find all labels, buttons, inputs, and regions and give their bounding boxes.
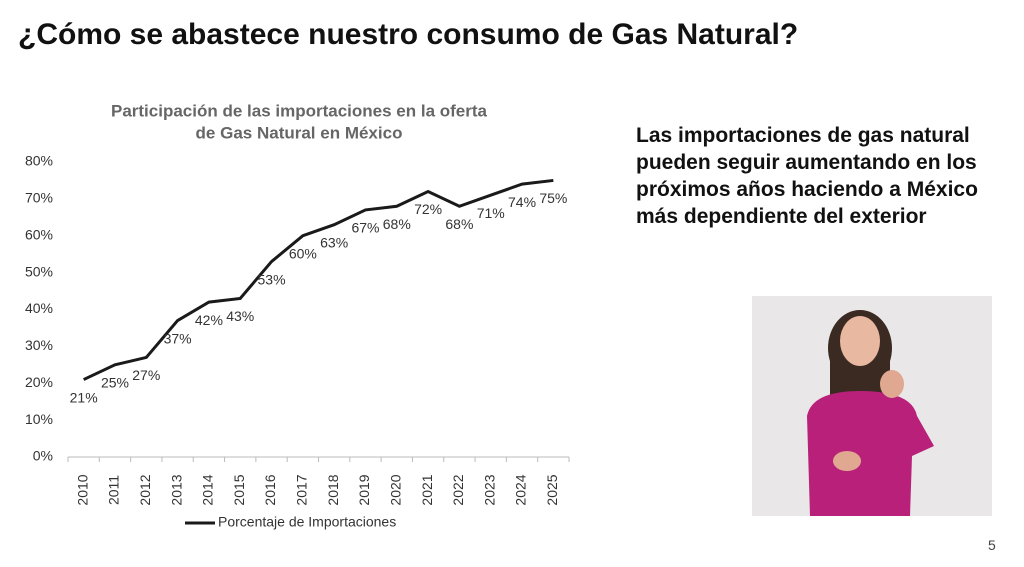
x-tick-label: 2013 — [168, 474, 184, 505]
x-tick-label: 2011 — [106, 475, 122, 505]
x-tick-label: 2012 — [137, 474, 153, 505]
x-tick-label: 2023 — [481, 474, 497, 505]
body-text: Las importaciones de gas natural pueden … — [636, 124, 978, 228]
data-label: 27% — [132, 367, 160, 383]
x-tick-label: 2022 — [450, 474, 466, 505]
data-label: 68% — [445, 216, 473, 232]
y-tick-label: 70% — [25, 190, 53, 206]
x-tick-label: 2024 — [513, 474, 529, 505]
shirt — [807, 391, 934, 516]
data-label: 42% — [195, 312, 223, 328]
interpreter-video — [752, 296, 992, 516]
y-tick-label: 50% — [25, 263, 53, 279]
y-tick-label: 60% — [25, 226, 53, 242]
data-label: 21% — [70, 389, 98, 405]
chart: Participación de las importaciones en la… — [25, 101, 570, 530]
hand — [833, 451, 861, 471]
x-tick-label: 2021 — [419, 474, 435, 505]
data-label: 53% — [258, 271, 286, 287]
data-label: 68% — [383, 216, 411, 232]
data-label: 25% — [101, 375, 129, 391]
y-tick-label: 80% — [25, 153, 53, 169]
data-line — [83, 178, 554, 381]
x-tick-label: 2018 — [325, 474, 341, 505]
chart-title: Participación de las importaciones en la… — [111, 101, 488, 120]
x-tick-label: 2017 — [294, 474, 310, 505]
y-tick-label: 40% — [25, 300, 53, 316]
legend-label: Porcentaje de Importaciones — [218, 514, 396, 530]
data-label: 37% — [164, 330, 192, 346]
x-tick-label: 2015 — [231, 474, 247, 505]
x-tick-label: 2016 — [262, 474, 278, 505]
data-label: 63% — [320, 234, 348, 250]
x-tick-label: 2010 — [74, 474, 90, 505]
data-label: 71% — [477, 205, 505, 221]
y-tick-label: 30% — [25, 337, 53, 353]
x-tick-label: 2014 — [200, 474, 216, 505]
x-tick-label: 2019 — [356, 474, 372, 505]
page-number: 5 — [988, 537, 996, 553]
slide-title: ¿Cómo se abastece nuestro consumo de Gas… — [18, 18, 799, 51]
y-tick-label: 10% — [25, 411, 53, 427]
face — [840, 316, 880, 366]
data-label: 75% — [539, 190, 567, 206]
chart-title: de Gas Natural en México — [196, 123, 403, 142]
y-tick-label: 20% — [25, 374, 53, 390]
x-tick-label: 2020 — [387, 474, 403, 505]
data-label: 43% — [226, 308, 254, 324]
x-tick-label: 2025 — [544, 474, 560, 505]
data-label: 72% — [414, 201, 442, 217]
hand — [880, 370, 904, 398]
data-label: 74% — [508, 194, 536, 210]
y-tick-label: 0% — [33, 448, 53, 464]
data-label: 60% — [289, 245, 317, 261]
data-label: 67% — [351, 220, 379, 236]
